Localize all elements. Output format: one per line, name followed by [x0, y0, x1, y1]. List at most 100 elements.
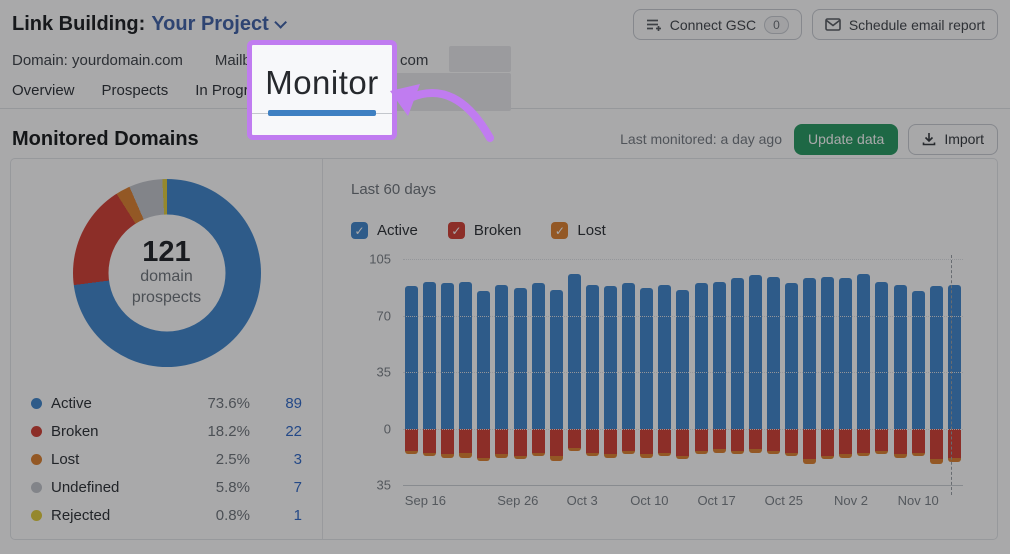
- bar-lost-segment: [766, 451, 780, 455]
- bar-column[interactable]: [766, 259, 780, 485]
- checkbox-lost[interactable]: ✓: [551, 222, 569, 239]
- y-axis-label: 35: [376, 364, 391, 380]
- filter-broken[interactable]: ✓ Broken: [447, 222, 521, 239]
- bar-column[interactable]: [459, 259, 473, 485]
- bar-column[interactable]: [405, 259, 418, 485]
- bar-lost-segment: [658, 452, 672, 456]
- bar-column[interactable]: [495, 259, 509, 485]
- bar-lost-segment: [549, 455, 563, 461]
- bar-lost-segment: [604, 454, 618, 458]
- bar-column[interactable]: [676, 259, 690, 485]
- x-axis-label: Sep 16: [404, 493, 446, 508]
- bar-column[interactable]: [423, 259, 437, 485]
- bar-active-segment: [658, 284, 672, 429]
- bar-broken-segment: [585, 428, 599, 453]
- bar-column[interactable]: [694, 259, 708, 485]
- download-icon: [923, 133, 936, 146]
- update-data-button[interactable]: Update data: [794, 123, 899, 155]
- filter-active[interactable]: ✓ Active: [351, 222, 418, 239]
- checkbox-active[interactable]: ✓: [351, 222, 368, 239]
- bar-column[interactable]: [513, 259, 527, 485]
- donut-ring[interactable]: [72, 179, 261, 367]
- bar-lost-segment: [423, 452, 437, 456]
- tab-overview[interactable]: Overview: [12, 82, 75, 99]
- bar-column[interactable]: [748, 259, 762, 485]
- connect-gsc-button[interactable]: Connect GSC 0: [632, 9, 802, 40]
- schedule-email-report-button[interactable]: Schedule email report: [811, 9, 998, 40]
- bar-lost-segment: [821, 455, 835, 460]
- bar-lost-segment: [730, 451, 744, 455]
- list-plus-icon: [646, 19, 661, 31]
- redacted-email-block: [449, 46, 511, 72]
- bar-column[interactable]: [640, 259, 654, 485]
- series-filters: ✓ Active ✓ Broken ✓ Lost: [351, 222, 971, 239]
- bar-active-segment: [712, 281, 726, 429]
- legend-count-link[interactable]: 89: [285, 394, 302, 412]
- bar-active-segment: [405, 286, 418, 429]
- bar-active-segment: [477, 291, 491, 429]
- legend-label: Rejected: [51, 506, 111, 524]
- x-axis-label: Nov 10: [897, 493, 939, 508]
- bar-active-segment: [676, 289, 690, 429]
- bar-column[interactable]: [622, 259, 636, 485]
- connect-gsc-label: Connect GSC: [669, 16, 757, 33]
- bar-active-segment: [803, 278, 817, 429]
- schedule-email-report-label: Schedule email report: [848, 16, 985, 33]
- gridline-105: [403, 259, 963, 260]
- bar-active-segment: [513, 288, 527, 429]
- legend-count-link[interactable]: 1: [293, 506, 302, 524]
- donut-total: 121: [142, 235, 191, 268]
- legend-percent: 0.8%: [215, 506, 250, 524]
- bar-column[interactable]: [567, 259, 581, 485]
- legend-count-link[interactable]: 22: [285, 422, 302, 440]
- bar-column[interactable]: [531, 259, 545, 485]
- bar-column[interactable]: [712, 259, 726, 485]
- legend-row-undefined: Undefined 5.8% 7: [31, 473, 302, 501]
- bar-column[interactable]: [857, 259, 871, 485]
- bar-column[interactable]: [929, 259, 943, 485]
- project-name-text: Your Project: [151, 13, 269, 35]
- project-selector[interactable]: Your Project: [151, 13, 287, 36]
- bar-column[interactable]: [585, 259, 599, 485]
- bar-column[interactable]: [549, 259, 563, 485]
- bar-lost-segment: [893, 454, 907, 458]
- bar-broken-segment: [567, 428, 581, 448]
- bar-lost-segment: [459, 452, 473, 458]
- bar-column[interactable]: [604, 259, 618, 485]
- bar-lost-segment: [712, 449, 726, 453]
- bar-column[interactable]: [441, 259, 455, 485]
- monitor-tab-callout[interactable]: Monitor: [247, 40, 397, 140]
- bar-column[interactable]: [658, 259, 672, 485]
- bar-lost-segment: [567, 447, 581, 452]
- bar-column[interactable]: [875, 259, 889, 485]
- bar-broken-segment: [893, 428, 907, 455]
- legend-label: Lost: [51, 450, 80, 468]
- bar-lost-segment: [513, 455, 527, 460]
- import-button[interactable]: Import: [908, 123, 998, 155]
- bar-column[interactable]: [477, 259, 491, 485]
- bar-active-segment: [622, 283, 636, 429]
- bar-column[interactable]: [821, 259, 835, 485]
- tool-title-text: Link Building:: [12, 13, 146, 35]
- bar-column[interactable]: [911, 259, 925, 485]
- legend-count-link[interactable]: 7: [293, 478, 302, 496]
- legend-count-link[interactable]: 3: [293, 450, 302, 468]
- tab-monitor[interactable]: Monitor: [265, 63, 379, 101]
- bar-active-segment: [893, 284, 907, 429]
- bar-column[interactable]: [784, 259, 798, 485]
- filter-lost[interactable]: ✓ Lost: [551, 222, 606, 239]
- bar-column[interactable]: [893, 259, 907, 485]
- bar-broken-segment: [405, 428, 418, 452]
- tab-prospects[interactable]: Prospects: [101, 82, 169, 99]
- bar-broken-segment: [477, 428, 491, 458]
- checkbox-broken[interactable]: ✓: [447, 222, 465, 239]
- bar-active-segment: [911, 291, 925, 429]
- bar-lost-segment: [622, 451, 636, 455]
- bar-active-segment: [857, 273, 871, 429]
- gridline-70: [403, 315, 963, 317]
- bar-active-segment: [459, 281, 473, 429]
- bar-active-segment: [766, 276, 780, 429]
- x-axis-label: Oct 17: [697, 493, 736, 508]
- bar-active-segment: [929, 286, 943, 429]
- bar-broken-segment: [839, 428, 853, 455]
